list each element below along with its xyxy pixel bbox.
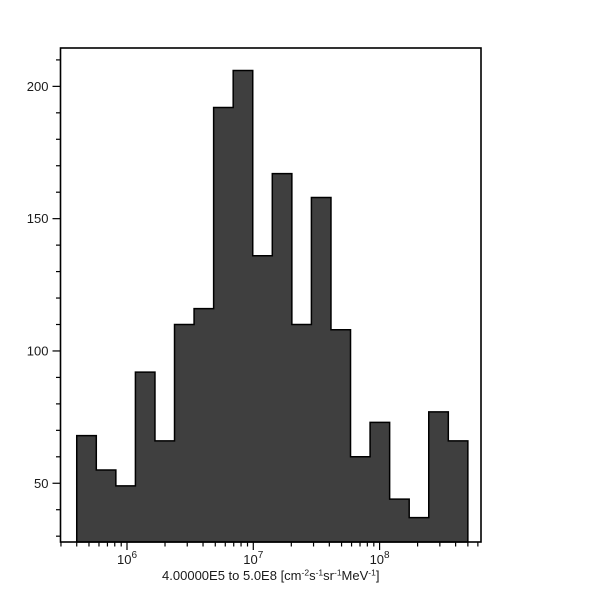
axis-labels: 106 107 108 50 100 150 200 4.00000E5 to 5.0E8 […	[27, 79, 390, 583]
x-tick-label: 107	[243, 550, 263, 567]
y-tick-label: 200	[27, 79, 49, 94]
histogram-bars	[75, 69, 469, 543]
y-axis-ticks	[52, 59, 61, 537]
x-tick-label: 106	[117, 550, 137, 567]
x-axis-label: 4.00000E5 to 5.0E8 [cm-2s-1sr-1MeV-1]	[162, 568, 379, 584]
y-tick-label: 100	[27, 344, 49, 359]
y-tick-label: 150	[27, 211, 49, 226]
x-tick-label: 108	[370, 550, 390, 567]
plot-border	[59, 47, 482, 543]
x-axis-ticks	[60, 542, 479, 550]
y-tick-label: 50	[34, 476, 48, 491]
